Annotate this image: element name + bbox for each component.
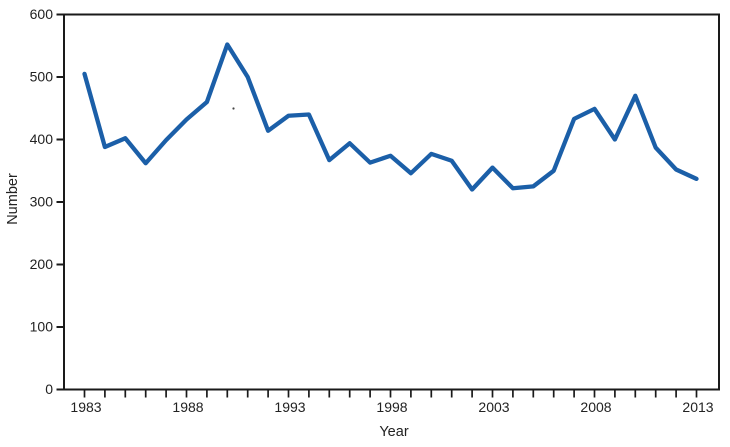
y-tick-label: 500 <box>30 69 54 85</box>
x-tick-label: 1993 <box>274 399 305 415</box>
y-tick-label: 100 <box>30 319 54 335</box>
y-tick-label: 0 <box>45 381 53 397</box>
x-tick-label: 2003 <box>478 399 509 415</box>
y-axis-title: Number <box>5 173 21 225</box>
y-tick-label: 300 <box>30 194 54 210</box>
x-tick-label: 2013 <box>682 399 713 415</box>
x-tick-label: 2008 <box>580 399 611 415</box>
data-line <box>82 42 699 192</box>
y-tick-label: 200 <box>30 256 54 272</box>
y-tick-label: 600 <box>30 6 54 22</box>
x-tick-label: 1988 <box>172 399 203 415</box>
x-tick-label: 1983 <box>70 399 101 415</box>
speck-artifact <box>232 107 235 110</box>
x-tick-label: 1998 <box>376 399 407 415</box>
x-axis-title: Year <box>379 424 409 440</box>
plot-border <box>63 13 720 391</box>
y-tick-label: 400 <box>30 131 54 147</box>
